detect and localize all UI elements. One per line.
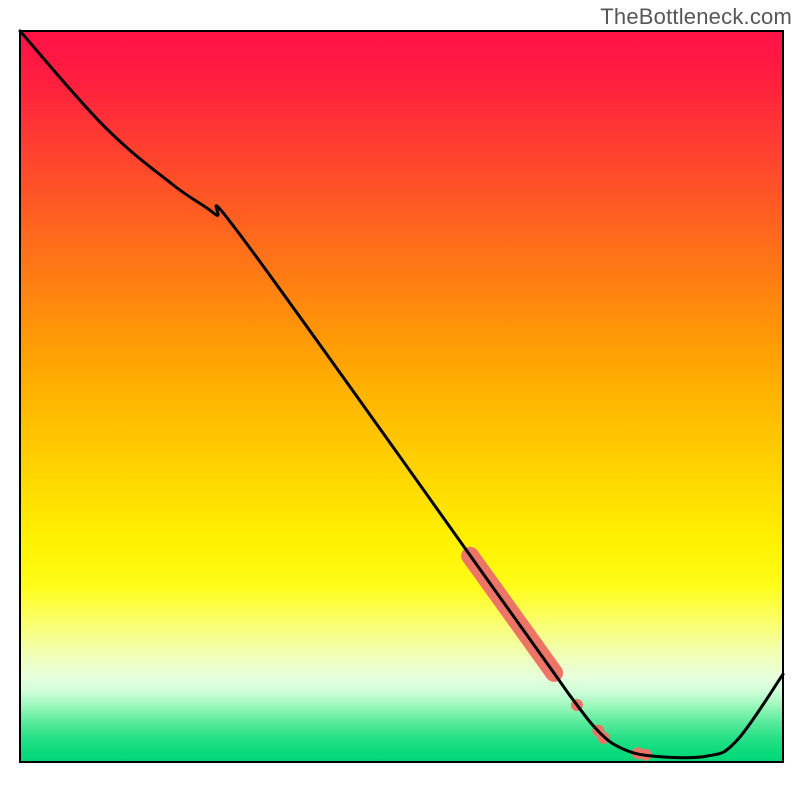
chart-canvas — [0, 0, 800, 800]
bottleneck-chart: TheBottleneck.com — [0, 0, 800, 800]
gradient-background — [20, 31, 783, 762]
